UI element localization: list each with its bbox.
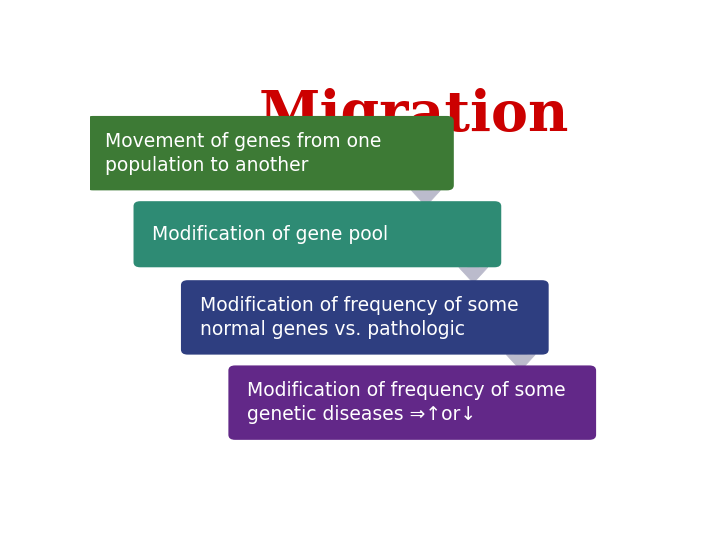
Polygon shape xyxy=(411,185,441,206)
FancyBboxPatch shape xyxy=(86,116,454,191)
FancyBboxPatch shape xyxy=(181,280,549,355)
Polygon shape xyxy=(459,262,488,283)
FancyBboxPatch shape xyxy=(228,366,596,440)
Text: Modification of gene pool: Modification of gene pool xyxy=(153,225,389,244)
Text: Modification of frequency of some
genetic diseases ⇒↑or↓: Modification of frequency of some geneti… xyxy=(248,381,566,424)
Polygon shape xyxy=(506,349,535,370)
Text: Modification of frequency of some
normal genes vs. pathologic: Modification of frequency of some normal… xyxy=(200,296,518,339)
Text: Migration: Migration xyxy=(258,87,569,143)
Text: Movement of genes from one
population to another: Movement of genes from one population to… xyxy=(105,132,382,175)
FancyBboxPatch shape xyxy=(133,201,501,267)
